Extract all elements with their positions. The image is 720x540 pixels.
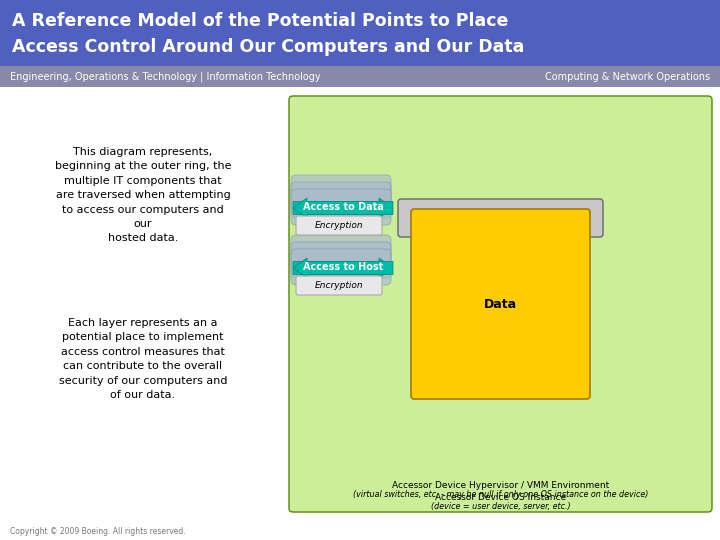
FancyBboxPatch shape xyxy=(380,180,621,428)
Bar xyxy=(0,66,720,87)
Text: (switches / routers / VLANs / packet filters / etc.): (switches / routers / VLANs / packet fil… xyxy=(404,454,597,463)
Text: Internal Network: Internal Network xyxy=(462,445,539,454)
FancyBboxPatch shape xyxy=(291,249,391,285)
Text: Data: Data xyxy=(484,298,517,310)
Text: (virtual switches, etc. - may be null if only one OS instance on the device): (virtual switches, etc. - may be null if… xyxy=(353,490,648,499)
FancyBboxPatch shape xyxy=(341,144,660,464)
Bar xyxy=(0,0,720,66)
Text: Encryption: Encryption xyxy=(315,281,364,290)
Text: A Reference Model of the Potential Points to Place: A Reference Model of the Potential Point… xyxy=(12,12,508,30)
FancyBboxPatch shape xyxy=(291,182,391,218)
Text: Access to Host: Access to Host xyxy=(303,262,383,272)
FancyBboxPatch shape xyxy=(393,192,608,416)
Text: This diagram represents,
beginning at the outer ring, the
multiple IT components: This diagram represents, beginning at th… xyxy=(55,147,231,244)
FancyBboxPatch shape xyxy=(328,132,673,476)
FancyBboxPatch shape xyxy=(398,199,603,237)
FancyBboxPatch shape xyxy=(315,120,686,488)
Text: (may be null): (may be null) xyxy=(474,220,527,230)
Text: Encryption: Encryption xyxy=(315,221,364,230)
Text: Application: Application xyxy=(475,409,526,418)
FancyBboxPatch shape xyxy=(291,235,391,271)
Text: (switches / routers / VLANs / packet filters / etc.): (switches / routers / VLANs / packet fil… xyxy=(404,478,597,487)
FancyBboxPatch shape xyxy=(291,175,391,211)
Text: Engineering, Operations & Technology | Information Technology: Engineering, Operations & Technology | I… xyxy=(10,71,320,82)
Text: Application: Application xyxy=(475,246,526,254)
Text: Accessor Device Hypervisor / VMM Environment: Accessor Device Hypervisor / VMM Environ… xyxy=(392,481,609,490)
Text: Computing & Network Operations: Computing & Network Operations xyxy=(545,71,710,82)
Text: (may be null): (may be null) xyxy=(474,418,527,427)
FancyBboxPatch shape xyxy=(296,276,382,295)
Text: Each layer represents an a
potential place to implement
access control measures : Each layer represents an a potential pla… xyxy=(59,318,228,400)
FancyArrow shape xyxy=(293,198,393,218)
FancyBboxPatch shape xyxy=(354,156,647,452)
Text: (may be null if not a partition or virtual machine): (may be null if not a partition or virtu… xyxy=(402,442,598,451)
Text: (may be null for devices connected to internal network): (may be null for devices connected to in… xyxy=(389,466,612,475)
Text: (may be null): (may be null) xyxy=(474,406,527,415)
FancyArrow shape xyxy=(293,258,393,278)
Text: Access to Data: Access to Data xyxy=(302,202,383,212)
FancyBboxPatch shape xyxy=(296,216,382,235)
FancyBboxPatch shape xyxy=(411,209,590,399)
Text: Accessor Device OS Instance: Accessor Device OS Instance xyxy=(435,493,566,502)
FancyBboxPatch shape xyxy=(291,189,391,225)
FancyBboxPatch shape xyxy=(367,168,634,440)
Text: Encryption / DRM: Encryption / DRM xyxy=(462,397,540,406)
Text: Encryption / DRM: Encryption / DRM xyxy=(462,208,540,218)
Text: Hosting OS Instance: Hosting OS Instance xyxy=(455,421,546,430)
Text: External Network: External Network xyxy=(462,469,540,478)
Text: (device = user device, server, etc.): (device = user device, server, etc.) xyxy=(431,502,570,511)
Text: Access Control Around Our Computers and Our Data: Access Control Around Our Computers and … xyxy=(12,38,524,56)
FancyBboxPatch shape xyxy=(406,204,595,404)
FancyArrow shape xyxy=(293,198,393,218)
Text: Hypervisor / VMM Environment: Hypervisor / VMM Environment xyxy=(431,433,571,442)
Text: (may be null): (may be null) xyxy=(474,256,527,266)
Text: (may be a partition or virtual machine): (may be a partition or virtual machine) xyxy=(423,430,578,439)
FancyBboxPatch shape xyxy=(291,242,391,278)
FancyBboxPatch shape xyxy=(289,96,712,512)
FancyBboxPatch shape xyxy=(302,108,699,500)
FancyArrow shape xyxy=(293,258,393,278)
Text: Perimeter & DMZ: Perimeter & DMZ xyxy=(462,457,539,466)
Text: Copyright © 2009 Boeing. All rights reserved.: Copyright © 2009 Boeing. All rights rese… xyxy=(10,528,186,537)
